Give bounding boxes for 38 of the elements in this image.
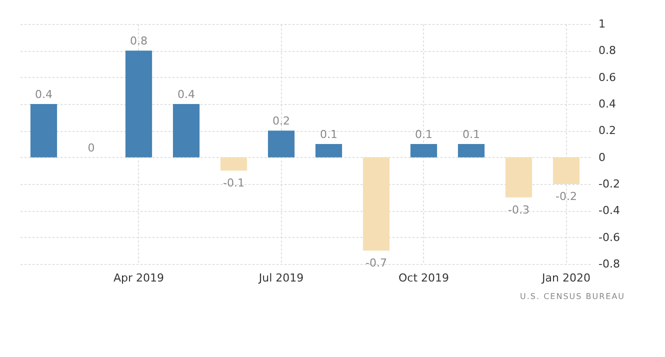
y-tick-label: -0.2 (598, 178, 620, 190)
bar (315, 144, 342, 158)
bar (410, 144, 438, 158)
y-tick-label: 0.2 (598, 124, 616, 138)
bar (268, 130, 295, 158)
bar (552, 157, 580, 184)
y-tick-label: 0.6 (598, 70, 616, 84)
x-tick-label: Jan 2020 (541, 272, 590, 284)
data-label: 0.2 (272, 114, 290, 128)
y-tick-label: -0.4 (598, 204, 620, 218)
y-tick-label: 0.8 (598, 44, 616, 58)
data-label: 0.1 (320, 128, 338, 141)
bar (172, 104, 200, 158)
y-tick-label: 0 (598, 150, 606, 164)
bar (125, 50, 152, 158)
bar (458, 144, 485, 158)
x-tick-label: Jul 2019 (258, 272, 304, 284)
data-label: 0.1 (415, 128, 432, 141)
bar (30, 104, 58, 158)
data-label: -0.3 (508, 203, 530, 216)
text: U.S. CENSUS BUREAU (520, 292, 626, 301)
data-label: 0.4 (178, 88, 195, 101)
y-tick-label: 0.4 (598, 98, 616, 110)
bar (220, 157, 248, 171)
y-tick-label: -0.6 (598, 230, 620, 244)
x-tick-label: Oct 2019 (398, 272, 450, 284)
bar (505, 157, 532, 198)
data-label: 0.8 (130, 34, 148, 48)
x-tick-label: Apr 2019 (113, 272, 164, 284)
y-tick-label: -0.8 (598, 258, 620, 270)
bar (362, 157, 390, 251)
data-label: -0.1 (223, 176, 244, 190)
data-label: -0.2 (556, 190, 577, 203)
data-label: 0.1 (462, 128, 480, 141)
y-tick-label: 1 (598, 18, 606, 30)
data-label: -0.7 (366, 256, 387, 270)
data-label: 0.4 (35, 88, 52, 101)
data-label: 0 (88, 141, 95, 154)
